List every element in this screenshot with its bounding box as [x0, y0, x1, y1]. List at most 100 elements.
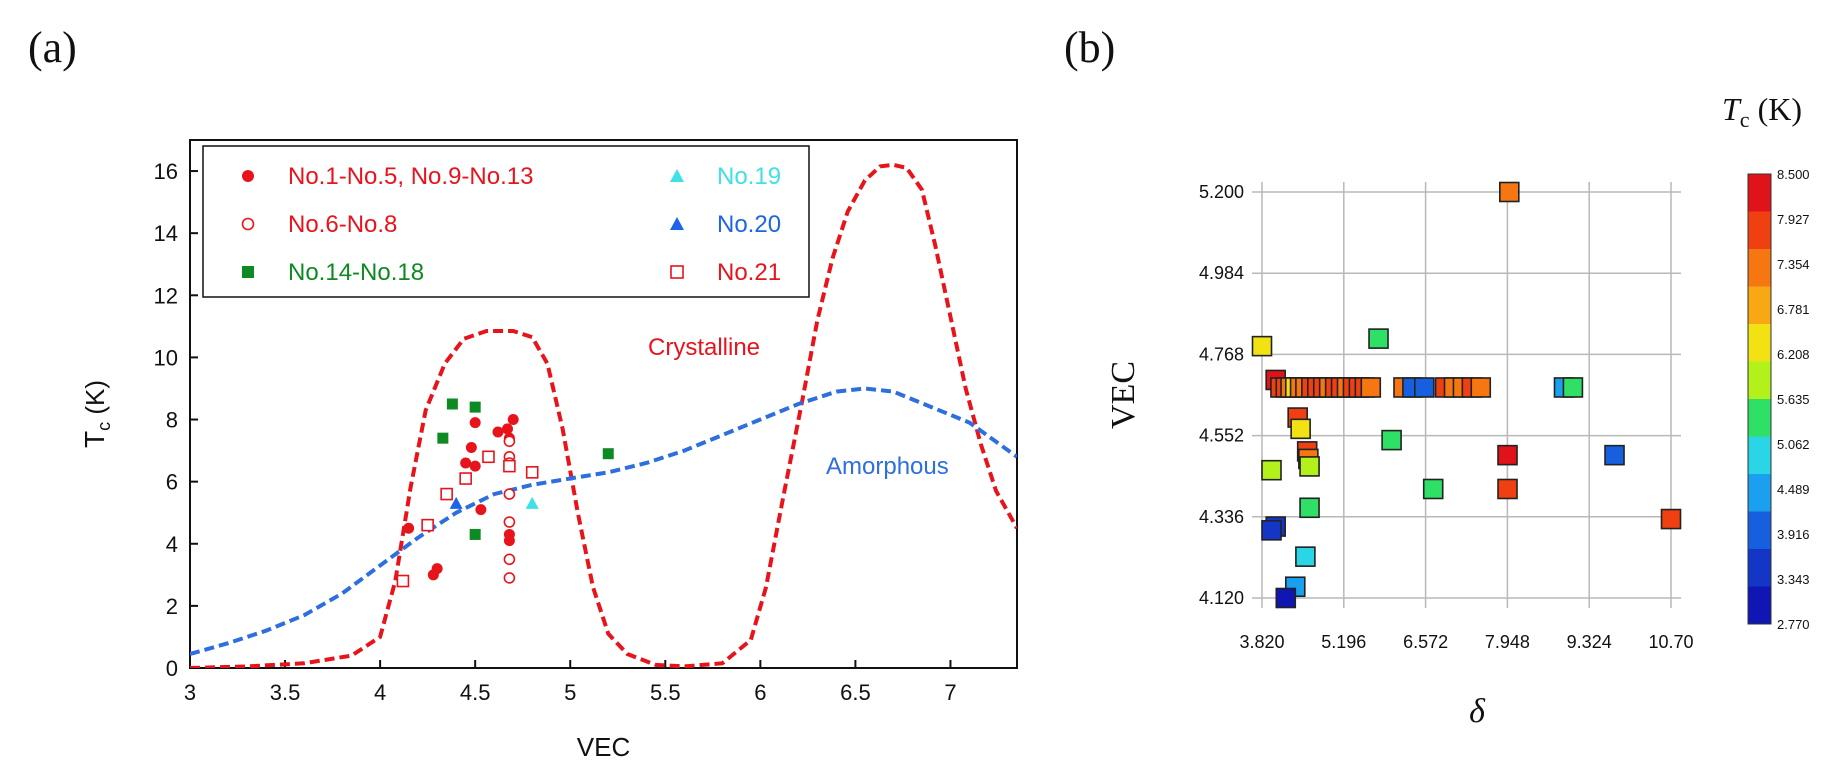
- data-point-1: [475, 504, 487, 516]
- colorbar-frame: [1747, 173, 1772, 625]
- legend-label-5: No.20: [717, 211, 781, 238]
- data-point-b: [1562, 377, 1584, 398]
- legend-label-1: No.1-No.5, No.9-No.13: [288, 163, 533, 190]
- data-point-b: [1422, 478, 1444, 500]
- curves-a: [190, 162, 1017, 668]
- curve-crystalline: [190, 162, 1017, 668]
- data-point-b: [1261, 520, 1282, 541]
- colorbar-title-unit: (K): [1750, 91, 1802, 127]
- y-tick-label-a: 16: [154, 159, 178, 184]
- data-point-2: [503, 572, 516, 584]
- legend-marker-5: [670, 217, 684, 230]
- curve-amorphous: [190, 386, 1017, 656]
- colorbar-tick-label: 6.781: [1777, 302, 1810, 317]
- colorbar-band: [1748, 361, 1771, 400]
- data-point-b: [1499, 181, 1520, 203]
- x-tick-label-b: 5.196: [1321, 632, 1366, 652]
- y-tick-label-b: 4.768: [1199, 344, 1244, 364]
- data-point-b: [1275, 587, 1297, 609]
- y-tick-label-a: 0: [166, 656, 178, 681]
- plot-frame-a: [189, 139, 1018, 669]
- x-tick-label-b: 3.820: [1239, 632, 1284, 652]
- colorbar-band: [1748, 174, 1771, 212]
- legend-marker-2: [241, 217, 255, 231]
- y-axis-label-a: Tc (K): [79, 380, 114, 448]
- y-tick-label-b: 4.552: [1199, 426, 1244, 446]
- legend-label-4: No.19: [717, 163, 781, 190]
- y-axis-label-unit-a: (K): [80, 380, 110, 422]
- y-tick-label-b: 4.984: [1199, 263, 1244, 283]
- annotation-crystalline: Crystalline: [648, 334, 760, 361]
- y-tick-label-a: 8: [166, 408, 178, 433]
- data-point-2: [503, 516, 516, 528]
- colorbar-tick-label: 6.208: [1777, 347, 1810, 362]
- data-point-2: [503, 553, 516, 566]
- y-tick-label-a: 4: [166, 532, 178, 557]
- data-point-3: [446, 398, 458, 410]
- data-point-b: [1290, 418, 1311, 440]
- panel-a-label: (a): [28, 23, 77, 72]
- data-point-6: [482, 450, 495, 464]
- data-point-2: [503, 435, 516, 448]
- x-tick-label-a: 4.5: [460, 680, 491, 705]
- y-tick-label-a: 10: [154, 345, 178, 370]
- x-tick-label-b: 7.948: [1485, 632, 1530, 652]
- data-point-b: [1360, 377, 1382, 398]
- colorbar-band: [1748, 324, 1771, 362]
- x-tick-label-a: 6: [754, 680, 766, 705]
- panel-b-label: (b): [1064, 23, 1115, 72]
- data-point-1: [403, 522, 415, 534]
- y-tick-label-b: 4.120: [1199, 588, 1244, 608]
- colorbar-tick-label: 3.343: [1777, 572, 1810, 587]
- colorbar-tick-label: 2.770: [1777, 617, 1810, 632]
- legend-label-2: No.6-No.8: [288, 211, 397, 238]
- colorbar-band: [1748, 399, 1771, 437]
- y-axis-label-sub-a: c: [94, 422, 114, 431]
- y-tick-label-b: 5.200: [1199, 182, 1244, 202]
- data-point-b: [1497, 444, 1518, 466]
- legend-marker-1: [242, 170, 254, 182]
- data-point-1: [492, 426, 504, 438]
- data-point-5: [449, 496, 463, 509]
- data-point-2: [503, 488, 516, 500]
- data-point-1: [501, 423, 513, 435]
- colorbar-title: Tc (K): [1722, 91, 1802, 132]
- data-point-3: [469, 401, 481, 413]
- data-point-b: [1413, 377, 1435, 398]
- y-axis-label-main-a: T: [79, 431, 110, 448]
- data-point-6: [525, 466, 539, 479]
- data-point-3: [469, 528, 481, 540]
- colorbar-band: [1748, 211, 1771, 250]
- data-point-b: [1470, 377, 1492, 398]
- colorbar-tick-label: 8.500: [1777, 167, 1810, 182]
- x-tick-label-a: 7: [944, 680, 956, 705]
- data-point-1: [503, 535, 515, 547]
- legend-marker-4: [670, 169, 684, 182]
- x-tick-label-a: 5: [564, 680, 576, 705]
- y-tick-label-a: 2: [166, 594, 178, 619]
- colorbar-band: [1748, 586, 1771, 625]
- colorbar-band: [1748, 286, 1771, 325]
- x-tick-label-a: 3.5: [270, 680, 301, 705]
- legend-marker-3: [242, 266, 254, 278]
- colorbar-tick-label: 7.927: [1777, 212, 1810, 227]
- data-point-6: [503, 459, 516, 473]
- colorbar-tick-label: 3.916: [1777, 527, 1810, 542]
- data-point-3: [437, 432, 449, 444]
- data-point-1: [431, 563, 443, 575]
- data-point-1: [465, 441, 477, 453]
- data-point-6: [440, 487, 453, 501]
- y-axis-label-b: VEC: [1105, 361, 1142, 429]
- colorbar-tick-label: 4.489: [1777, 482, 1810, 497]
- data-point-3: [602, 448, 614, 460]
- colorbar-tick-label: 5.062: [1777, 437, 1810, 452]
- data-point-6: [396, 574, 410, 588]
- markers-a: [396, 398, 614, 588]
- x-tick-label-a: 5.5: [650, 680, 681, 705]
- colorbar-band: [1748, 511, 1771, 550]
- data-point-b: [1497, 478, 1518, 500]
- colorbar-tick-label: 7.354: [1777, 257, 1810, 272]
- data-point-1: [469, 460, 481, 472]
- data-point-b: [1660, 508, 1682, 530]
